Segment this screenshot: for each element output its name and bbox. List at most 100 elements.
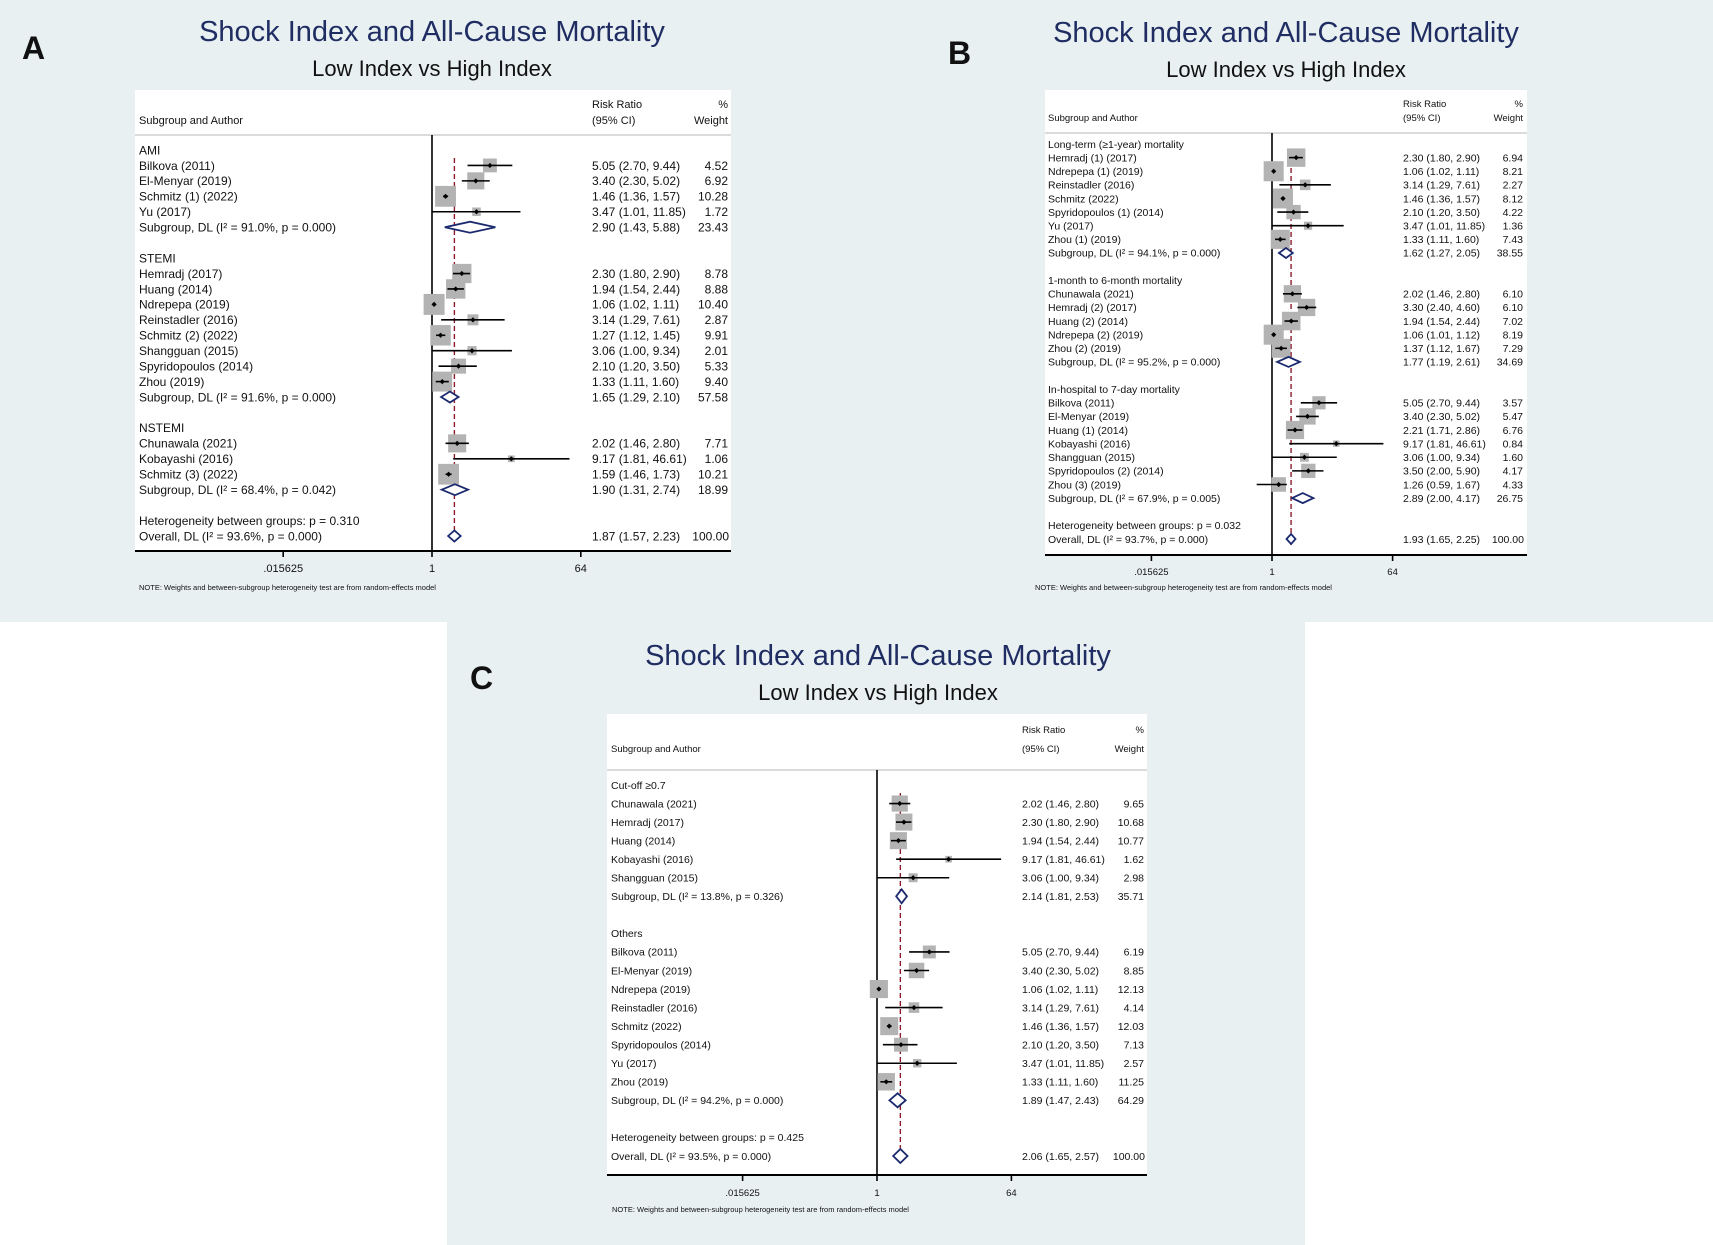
risk-ratio-ci-value: 9.17 (1.81, 46.61) — [1403, 438, 1486, 450]
study-label: Ndrepepa (1) (2019) — [1048, 166, 1143, 178]
risk-ratio-ci-value: 2.30 (1.80, 2.90) — [592, 267, 680, 281]
header-subgroup-author: Subgroup and Author — [1048, 113, 1138, 124]
study-label: Chunawala (2021) — [1048, 289, 1134, 301]
header-subgroup-author: Subgroup and Author — [611, 744, 701, 755]
weight-value: 5.33 — [705, 359, 729, 373]
point-estimate-marker — [1280, 195, 1286, 202]
risk-ratio-ci-value: 1.65 (1.29, 2.10) — [592, 390, 680, 404]
point-estimate-marker — [1278, 345, 1284, 351]
weight-value: 64.29 — [1118, 1095, 1144, 1107]
weight-value: 9.65 — [1124, 798, 1145, 810]
point-estimate-marker — [454, 440, 460, 446]
header-weight: Weight — [694, 115, 728, 127]
point-estimate-marker — [473, 209, 480, 215]
point-estimate-marker — [1292, 427, 1298, 433]
point-estimate-marker — [1290, 209, 1297, 215]
weight-value: 10.68 — [1118, 817, 1144, 829]
risk-ratio-ci-value: 9.17 (1.81, 46.61) — [1022, 854, 1105, 866]
risk-ratio-ci-value: 2.10 (1.20, 3.50) — [1022, 1039, 1099, 1051]
study-label: Spyridopoulos (2014) — [139, 359, 253, 373]
weight-value: 11.25 — [1119, 1077, 1145, 1089]
subgroup-summary-label: Subgroup, DL (I² = 13.8%, p = 0.326) — [611, 891, 783, 903]
study-label: Huang (2014) — [611, 835, 675, 847]
point-estimate-marker — [1289, 291, 1295, 297]
risk-ratio-ci-value: 2.10 (1.20, 3.50) — [592, 359, 680, 373]
risk-ratio-ci-value: 5.05 (2.70, 9.44) — [1403, 398, 1480, 410]
subgroup-diamond — [439, 390, 461, 404]
point-estimate-marker — [1304, 413, 1311, 419]
weight-value: 2.27 — [1503, 180, 1524, 192]
risk-ratio-ci-value: 3.14 (1.29, 7.61) — [1022, 1002, 1099, 1014]
risk-ratio-ci-value: 1.93 (1.65, 2.25) — [1403, 534, 1480, 546]
study-label: Kobayashi (2016) — [139, 452, 233, 466]
overall-diamond — [1285, 532, 1297, 546]
study-label: Chunawala (2021) — [611, 798, 697, 810]
weight-value: 10.28 — [698, 190, 728, 204]
weight-value: 1.06 — [705, 452, 729, 466]
weight-value: 4.17 — [1503, 466, 1524, 478]
study-label: Zhou (3) (2019) — [1048, 479, 1121, 491]
overall-summary-label: Overall, DL (I² = 93.6%, p = 0.000) — [139, 529, 322, 543]
header-percent: % — [718, 99, 728, 111]
panel-c-title: Shock Index and All-Cause Mortality — [645, 640, 1111, 672]
risk-ratio-ci-value: 2.30 (1.80, 2.90) — [1403, 152, 1480, 164]
subgroup-diamond — [888, 1092, 908, 1109]
panel-a-subtitle: Low Index vs High Index — [312, 56, 552, 81]
header-ci: (95% CI) — [1403, 113, 1440, 124]
header-weight: Weight — [1115, 744, 1145, 755]
risk-ratio-ci-value: 1.94 (1.54, 2.44) — [592, 282, 680, 296]
risk-ratio-ci-value: 3.40 (2.30, 5.02) — [592, 174, 680, 188]
subgroup-heading: In-hospital to 7-day mortality — [1048, 384, 1181, 396]
point-estimate-marker — [1288, 318, 1294, 324]
risk-ratio-ci-value: 3.06 (1.00, 9.34) — [1022, 873, 1099, 885]
risk-ratio-ci-value: 2.30 (1.80, 2.90) — [1022, 817, 1099, 829]
study-label: Ndrepepa (2019) — [611, 984, 690, 996]
study-label: Zhou (2019) — [139, 375, 204, 389]
risk-ratio-ci-value: 3.06 (1.00, 9.34) — [1403, 452, 1480, 464]
point-estimate-marker — [455, 363, 462, 369]
weight-value: 100.00 — [1492, 534, 1524, 546]
point-estimate-marker — [910, 875, 916, 881]
header-subgroup-author: Subgroup and Author — [139, 115, 243, 127]
risk-ratio-ci-value: 1.89 (1.47, 2.43) — [1022, 1095, 1099, 1107]
point-estimate-marker — [508, 456, 514, 462]
risk-ratio-ci-value: 1.94 (1.54, 2.44) — [1403, 316, 1480, 328]
study-label: Ndrepepa (2) (2019) — [1048, 329, 1143, 341]
overall-summary-label: Overall, DL (I² = 93.7%, p = 0.000) — [1048, 534, 1208, 546]
footnote: NOTE: Weights and between-subgroup heter… — [1035, 583, 1332, 592]
study-label: Zhou (2019) — [611, 1077, 668, 1089]
x-axis-tick-label: 1 — [1269, 567, 1274, 578]
subgroup-summary-label: Subgroup, DL (I² = 67.9%, p = 0.005) — [1048, 493, 1220, 505]
study-label: Zhou (2) (2019) — [1048, 343, 1121, 355]
weight-value: 6.10 — [1503, 289, 1524, 301]
weight-value: 57.58 — [698, 390, 728, 404]
risk-ratio-ci-value: 3.40 (2.30, 5.02) — [1403, 411, 1480, 423]
subgroup-summary-label: Subgroup, DL (I² = 91.6%, p = 0.000) — [139, 390, 336, 404]
risk-ratio-ci-value: 1.33 (1.11, 1.60) — [1022, 1077, 1098, 1089]
risk-ratio-ci-value: 1.06 (1.02, 1.11) — [1403, 166, 1479, 178]
study-label: Chunawala (2021) — [139, 437, 237, 451]
weight-value: 12.03 — [1118, 1021, 1144, 1033]
weight-value: 23.43 — [698, 221, 728, 235]
panel-a-title: Shock Index and All-Cause Mortality — [199, 16, 665, 48]
study-label: Hemradj (1) (2017) — [1048, 152, 1137, 164]
study-label: Spyridopoulos (2014) — [611, 1039, 711, 1051]
weight-value: 10.21 — [698, 468, 728, 482]
footnote: NOTE: Weights and between-subgroup heter… — [139, 583, 436, 592]
risk-ratio-ci-value: 2.21 (1.71, 2.86) — [1403, 425, 1480, 437]
weight-value: 7.71 — [705, 437, 729, 451]
overall-summary-label: Overall, DL (I² = 93.5%, p = 0.000) — [611, 1151, 771, 1163]
risk-ratio-ci-value: 1.94 (1.54, 2.44) — [1022, 835, 1099, 847]
risk-ratio-ci-value: 2.06 (1.65, 2.57) — [1022, 1151, 1099, 1163]
footnote: NOTE: Weights and between-subgroup heter… — [612, 1205, 909, 1214]
risk-ratio-ci-value: 1.77 (1.19, 2.61) — [1403, 357, 1480, 369]
header-risk-ratio: Risk Ratio — [592, 99, 642, 111]
weight-value: 100.00 — [692, 529, 729, 543]
risk-ratio-ci-value: 1.26 (0.59, 1.67) — [1403, 479, 1480, 491]
study-label: Schmitz (1) (2022) — [139, 190, 238, 204]
weight-value: 5.47 — [1503, 411, 1524, 423]
study-label: Reinstadler (2016) — [1048, 180, 1134, 192]
x-axis-tick-label: .015625 — [1134, 567, 1168, 578]
study-label: Hemradj (2017) — [139, 267, 222, 281]
study-label: Shangguan (2015) — [1048, 452, 1135, 464]
